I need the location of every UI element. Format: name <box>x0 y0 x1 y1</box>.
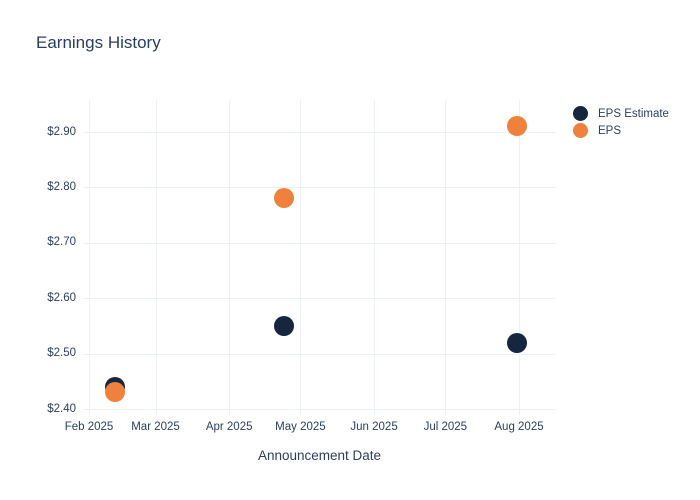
data-point-eps[interactable] <box>105 382 126 403</box>
gridline-horizontal <box>83 187 556 189</box>
data-point-eps-estimate[interactable] <box>273 315 294 336</box>
y-tick-label: $2.70 <box>47 236 76 249</box>
y-tick-label: $2.60 <box>47 291 76 304</box>
plot-area <box>83 100 556 415</box>
x-tick-label: Jul 2025 <box>423 421 468 433</box>
data-point-eps-estimate[interactable] <box>506 332 527 353</box>
gridline-vertical <box>89 100 90 415</box>
legend-item-eps[interactable]: EPS <box>573 122 669 139</box>
gridline-horizontal <box>83 353 556 355</box>
y-tick-label: $2.90 <box>47 125 76 138</box>
x-tick-label: Aug 2025 <box>494 421 544 433</box>
x-tick-label: Apr 2025 <box>205 421 253 433</box>
x-tick-label: Mar 2025 <box>131 421 180 433</box>
y-tick-label: $2.50 <box>47 347 76 360</box>
gridline-vertical <box>229 100 231 415</box>
x-tick-label: Feb 2025 <box>64 421 114 433</box>
legend-item-label: EPS Estimate <box>598 107 669 120</box>
x-axis-title: Announcement Date <box>257 448 382 463</box>
data-point-eps[interactable] <box>506 116 527 137</box>
gridline-vertical <box>374 100 376 415</box>
chart-title: Earnings History <box>36 33 161 52</box>
gridline-horizontal <box>83 409 556 410</box>
gridline-horizontal <box>83 132 556 133</box>
gridline-vertical <box>445 100 447 415</box>
legend-item-eps-estimate[interactable]: EPS Estimate <box>573 105 669 122</box>
gridline-vertical <box>155 100 157 415</box>
data-point-eps[interactable] <box>273 188 294 209</box>
legend-marker-circle-icon <box>573 123 588 138</box>
gridline-vertical <box>300 100 302 415</box>
y-tick-label: $2.80 <box>47 180 76 193</box>
legend-marker-circle-icon <box>573 106 588 121</box>
x-tick-label: Jun 2025 <box>350 421 398 433</box>
gridline-vertical <box>519 100 520 415</box>
y-tick-label: $2.40 <box>47 402 76 415</box>
legend-item-label: EPS <box>598 124 622 137</box>
x-tick-label: May 2025 <box>275 421 326 433</box>
gridline-horizontal <box>83 242 556 244</box>
legend: EPS Estimate EPS <box>573 105 669 139</box>
gridline-horizontal <box>83 298 556 300</box>
